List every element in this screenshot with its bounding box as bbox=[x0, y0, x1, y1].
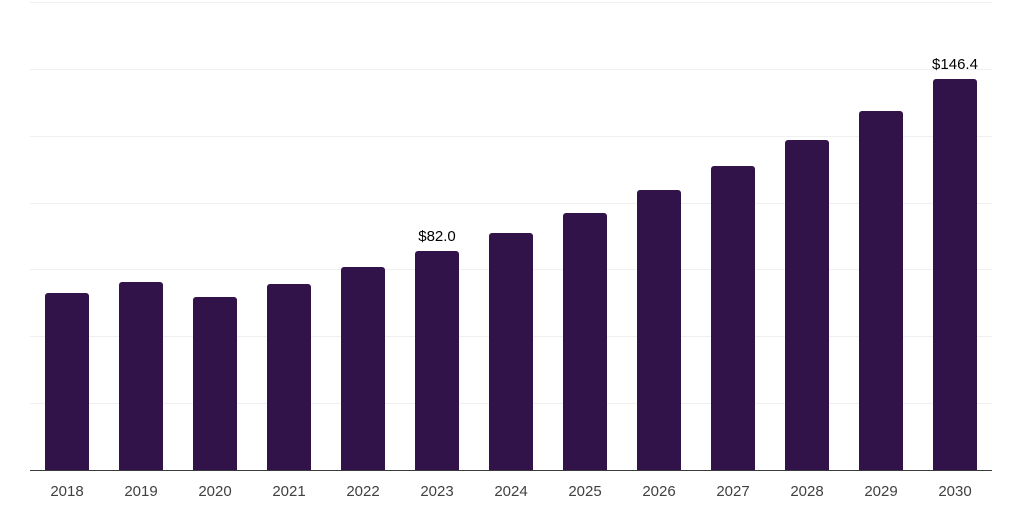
bar-2028 bbox=[785, 139, 829, 470]
data-label-2030: $146.4 bbox=[932, 55, 978, 73]
bar-2026 bbox=[637, 190, 681, 470]
bar-band-2023: $82.0 bbox=[400, 2, 474, 470]
bar-band-2026 bbox=[622, 2, 696, 470]
x-tick-2026: 2026 bbox=[642, 483, 676, 500]
x-tick-2027: 2027 bbox=[716, 483, 750, 500]
x-tick-2021: 2021 bbox=[272, 483, 306, 500]
gridline-175 bbox=[30, 2, 992, 3]
plot-area: $82.0 $146.4 bbox=[30, 2, 992, 471]
x-tick-2025: 2025 bbox=[568, 483, 602, 500]
bar-2022 bbox=[341, 267, 385, 470]
bar-2025 bbox=[563, 213, 607, 470]
gridline-100 bbox=[30, 202, 992, 204]
bar-band-2025 bbox=[548, 2, 622, 470]
x-tick-2023: 2023 bbox=[420, 483, 454, 500]
bar-band-2022 bbox=[326, 2, 400, 470]
bar-2018 bbox=[45, 292, 89, 470]
bar-band-2018 bbox=[30, 2, 104, 470]
x-tick-2019: 2019 bbox=[124, 483, 158, 500]
x-tick-2024: 2024 bbox=[494, 483, 528, 500]
bar-2023 bbox=[415, 250, 459, 470]
bar-series: $82.0 $146.4 bbox=[30, 2, 992, 470]
bar-band-2019 bbox=[104, 2, 178, 470]
bar-band-2021 bbox=[252, 2, 326, 470]
bar-2030 bbox=[933, 78, 977, 470]
x-tick-2018: 2018 bbox=[50, 483, 84, 500]
bar-band-2029 bbox=[844, 2, 918, 470]
bar-band-2027 bbox=[696, 2, 770, 470]
bar-2027 bbox=[711, 166, 755, 470]
bar-band-2030: $146.4 bbox=[918, 2, 992, 470]
bar-2021 bbox=[267, 284, 311, 470]
bar-2024 bbox=[489, 233, 533, 470]
x-tick-2030: 2030 bbox=[938, 483, 972, 500]
bar-band-2020 bbox=[178, 2, 252, 470]
data-label-2023: $82.0 bbox=[418, 227, 456, 245]
x-tick-2029: 2029 bbox=[864, 483, 898, 500]
bar-band-2024 bbox=[474, 2, 548, 470]
x-axis-tick-labels: 2018 2019 2020 2021 2022 2023 2024 2025 2026 2027… bbox=[30, 484, 992, 499]
gridline-125 bbox=[30, 135, 992, 137]
x-tick-2028: 2028 bbox=[790, 483, 824, 500]
bar-2020 bbox=[193, 296, 237, 470]
x-tick-2020: 2020 bbox=[198, 483, 232, 500]
bar-band-2028 bbox=[770, 2, 844, 470]
bar-2019 bbox=[119, 282, 163, 470]
gridline-150 bbox=[30, 68, 992, 70]
x-tick-2022: 2022 bbox=[346, 483, 380, 500]
bar-2029 bbox=[859, 110, 903, 470]
